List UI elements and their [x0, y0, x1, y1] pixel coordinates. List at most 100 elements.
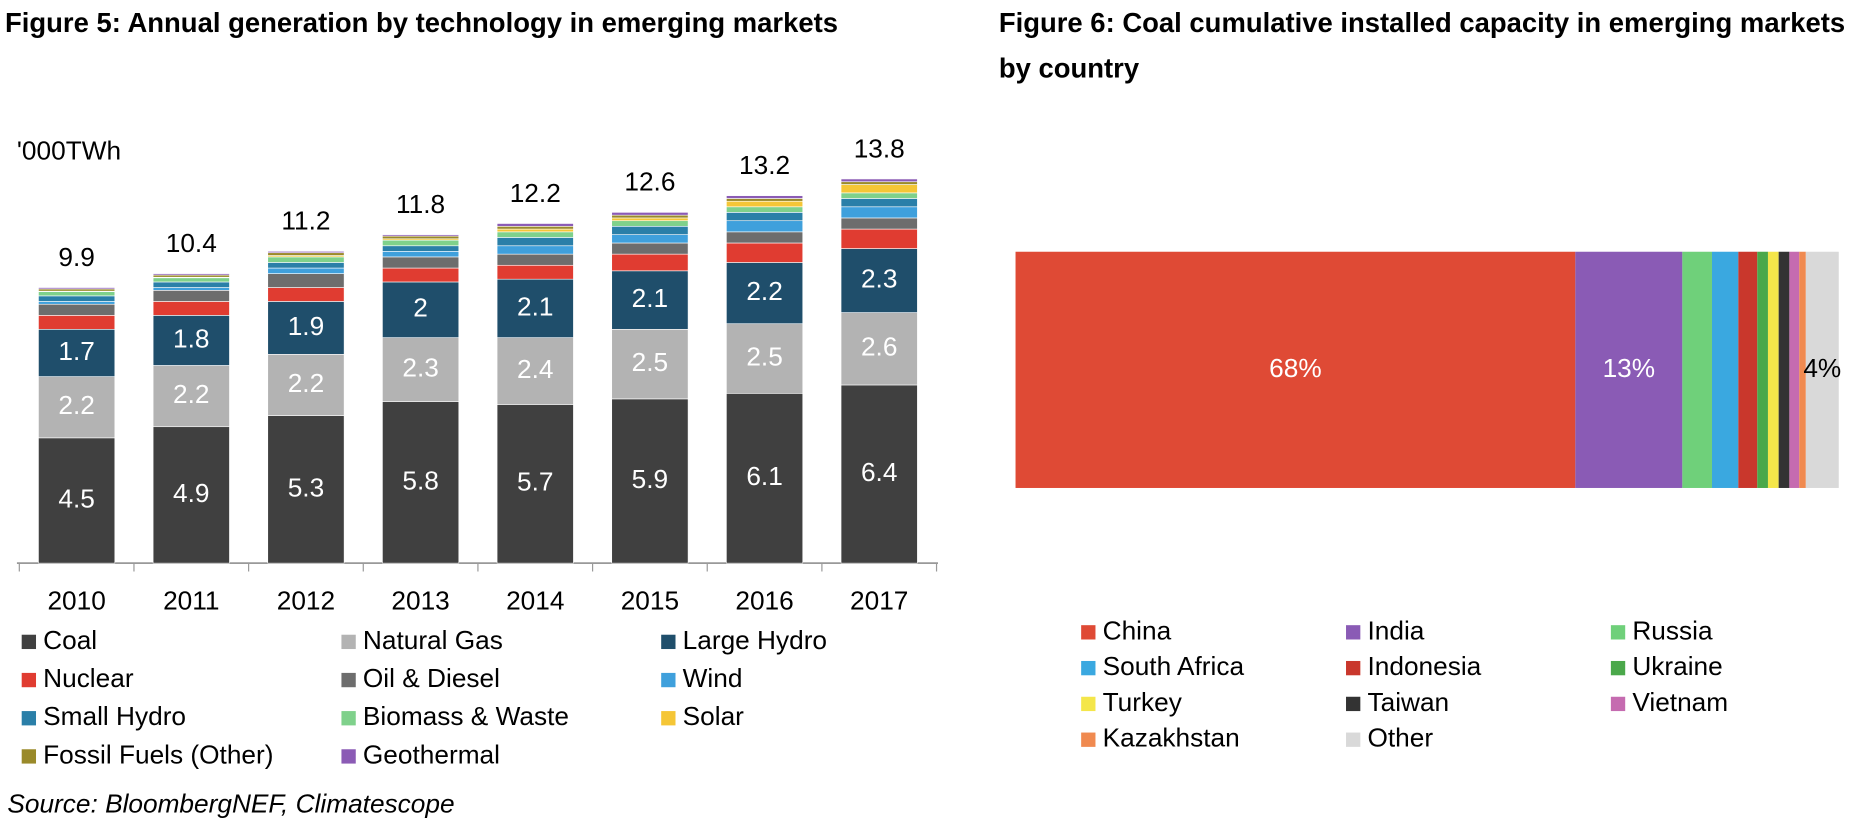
- bar-segment: [611, 242, 689, 255]
- total-label: 9.9: [58, 242, 94, 272]
- total-label: 12.6: [624, 167, 675, 197]
- data-label: 6.4: [861, 457, 897, 487]
- data-label: 1.9: [288, 311, 324, 341]
- data-label: 2.2: [288, 368, 324, 398]
- bar-segment: [726, 323, 804, 394]
- legend-label: Geothermal: [363, 739, 500, 769]
- bar-segment: [840, 184, 918, 194]
- bar-segment: [38, 295, 116, 302]
- bar-segment: [267, 256, 345, 263]
- bar-segment: [382, 235, 460, 240]
- bar-segment: [1682, 251, 1712, 488]
- legend-swatch: [21, 711, 37, 726]
- legend-swatch: [1081, 660, 1096, 676]
- data-label: 5.3: [288, 472, 324, 502]
- total-label: 13.8: [854, 133, 905, 163]
- x-tick-label: 2014: [506, 585, 564, 615]
- legend-label: Turkey: [1103, 687, 1183, 717]
- legend-swatch: [341, 711, 356, 726]
- x-tick-label: 2011: [163, 585, 219, 615]
- bar-segment: [496, 404, 574, 564]
- bar-segment: [38, 291, 116, 297]
- bar-segment: [152, 315, 230, 366]
- bar-segment: [382, 245, 460, 252]
- data-label: 5.7: [517, 467, 553, 497]
- bar-segment: [496, 223, 574, 227]
- bar-segment: [267, 415, 345, 564]
- bar-segment: [726, 206, 804, 213]
- bar-segment: [496, 225, 574, 230]
- legend-label: Large Hydro: [683, 625, 827, 655]
- bar-segment: [611, 234, 689, 244]
- total-label: 10.4: [166, 228, 217, 258]
- data-label: 2.5: [632, 347, 668, 377]
- bar-segment: [1767, 251, 1779, 488]
- bar-segment: [382, 337, 460, 402]
- bar-segment: [496, 231, 574, 238]
- bar-segment: [840, 228, 918, 249]
- data-label: 4.5: [58, 483, 94, 513]
- data-label: 5.8: [402, 465, 438, 495]
- bar-segment: [840, 181, 918, 185]
- bar-segment: [382, 234, 460, 237]
- bar-segment: [840, 312, 918, 386]
- data-label: 4.9: [173, 478, 209, 508]
- bar-segment: [1575, 251, 1683, 488]
- legend-swatch: [1346, 625, 1361, 640]
- x-tick-label: 2013: [391, 585, 449, 615]
- legend-label: Indonesia: [1367, 651, 1481, 681]
- bar-segment: [840, 206, 918, 219]
- bar-segment: [38, 315, 116, 330]
- bar-segment: [38, 288, 116, 292]
- bar-segment: [152, 287, 230, 291]
- bar-segment: [611, 214, 689, 219]
- bar-segment: [267, 301, 345, 355]
- bar-segment: [267, 287, 345, 302]
- bar-segment: [267, 267, 345, 274]
- bar-segment: [726, 200, 804, 208]
- bar-segment: [611, 328, 689, 400]
- bar-segment: [726, 198, 804, 202]
- bar-segment: [152, 426, 230, 564]
- legend-swatch: [21, 634, 37, 650]
- x-tick-label: 2015: [621, 585, 679, 615]
- bar-segment: [1711, 251, 1739, 488]
- legend-label: Ukraine: [1632, 651, 1722, 681]
- data-label: 6.1: [746, 461, 782, 491]
- bar-segment: [38, 301, 116, 305]
- data-label: 2.3: [402, 353, 438, 383]
- bar-segment: [611, 212, 689, 216]
- bar-segment: [496, 337, 574, 405]
- data-label: 2.2: [746, 276, 782, 306]
- bar-segment: [1799, 251, 1806, 488]
- legend-label: Biomass & Waste: [363, 701, 569, 731]
- legend-swatch: [1346, 696, 1361, 712]
- bar-segment: [382, 281, 460, 338]
- bar-segment: [611, 270, 689, 330]
- bar-segment: [382, 251, 460, 258]
- legend-label: Oil & Diesel: [363, 663, 500, 693]
- bar-segment: [152, 273, 230, 276]
- data-label: 2.1: [517, 291, 553, 321]
- bar-segment: [496, 253, 574, 266]
- x-tick-label: 2017: [850, 585, 908, 615]
- legend-label: Vietnam: [1632, 687, 1728, 717]
- legend-label: Other: [1367, 723, 1433, 753]
- chart-title: Figure 6: Coal cumulative installed capa…: [998, 7, 1846, 84]
- total-label: 11.2: [281, 206, 330, 236]
- bar-segment: [726, 242, 804, 263]
- bar-segment: [726, 262, 804, 325]
- total-label: 12.2: [510, 178, 561, 208]
- bar-segment: [726, 231, 804, 244]
- bar-segment: [152, 274, 230, 278]
- data-label: 5.9: [632, 464, 668, 494]
- data-label: 2.1: [632, 283, 668, 313]
- bar-segment: [1805, 251, 1839, 488]
- bar-segment: [1778, 251, 1790, 488]
- bar-segment: [152, 365, 230, 428]
- legend-swatch: [1346, 660, 1361, 676]
- bar-segment: [840, 192, 918, 199]
- legend-swatch: [661, 634, 676, 650]
- bar-segment: [38, 328, 116, 377]
